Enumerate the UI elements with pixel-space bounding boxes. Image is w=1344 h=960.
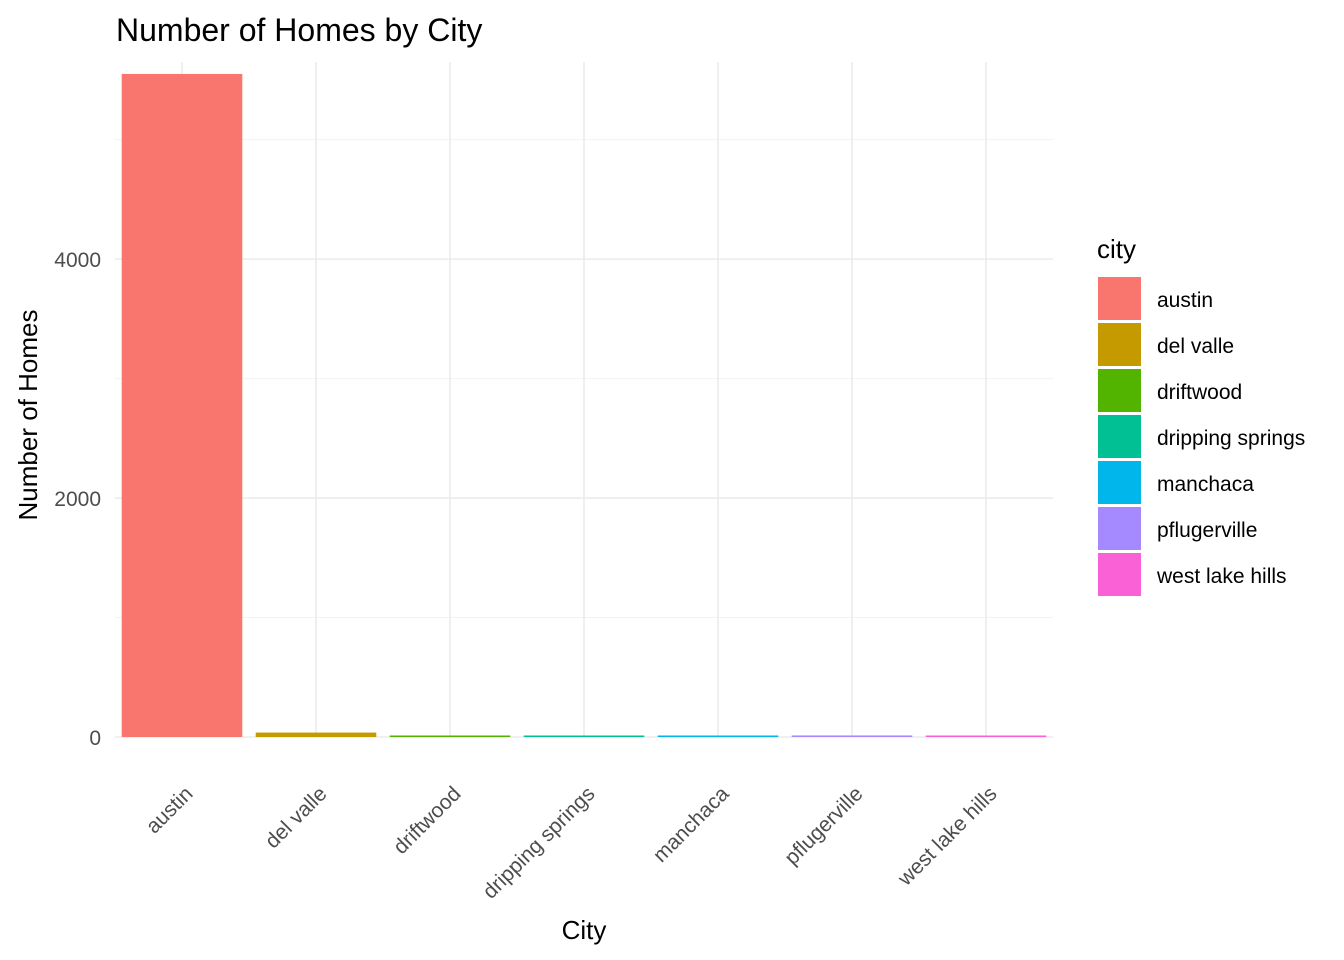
legend-swatch: [1098, 553, 1141, 596]
x-tick-label: austin: [142, 782, 198, 838]
legend-label: manchaca: [1157, 473, 1254, 496]
legend-swatch: [1098, 369, 1141, 412]
x-tick-label: driftwood: [389, 782, 466, 859]
legend-swatch: [1098, 507, 1141, 550]
bar-west-lake-hills: [925, 735, 1047, 737]
chart-title: Number of Homes by City: [116, 12, 482, 48]
legend-title: city: [1097, 234, 1136, 264]
legend-label: dripping springs: [1157, 427, 1305, 450]
x-tick-label: dripping springs: [478, 782, 599, 903]
bar-dripping-springs: [523, 735, 645, 737]
legend-swatch: [1098, 323, 1141, 366]
x-tick-label: west lake hills: [893, 782, 1002, 891]
legend-label: del valle: [1157, 335, 1234, 358]
bar-austin: [121, 73, 243, 737]
grid-lines: [115, 62, 1053, 738]
x-axis-ticks: austin del valle driftwood dripping springs…: [142, 782, 1002, 903]
bar-del-valle: [255, 732, 377, 737]
legend-label: pflugerville: [1157, 519, 1257, 542]
legend-label: west lake hills: [1156, 565, 1287, 588]
x-tick-label: manchaca: [649, 782, 734, 867]
legend-swatch: [1098, 461, 1141, 504]
legend-label: driftwood: [1157, 381, 1242, 404]
bars: [121, 73, 1047, 737]
y-axis-ticks: 0 2000 4000: [54, 249, 101, 750]
x-tick-label: del valle: [261, 782, 332, 853]
bar-manchaca: [657, 735, 779, 737]
y-tick-label: 0: [89, 727, 101, 750]
bar-pflugerville: [791, 735, 913, 737]
y-tick-label: 4000: [54, 249, 101, 272]
legend: city austin del valle driftwood dripping sp…: [1097, 234, 1305, 596]
x-tick-label: pflugerville: [780, 782, 867, 869]
legend-items: austin del valle driftwood dripping springs…: [1098, 277, 1305, 596]
y-axis-title: Number of Homes: [13, 310, 43, 521]
bar-driftwood: [389, 735, 511, 737]
legend-label: austin: [1157, 289, 1213, 312]
legend-swatch: [1098, 277, 1141, 320]
legend-swatch: [1098, 415, 1141, 458]
x-axis-title: City: [562, 915, 607, 945]
y-tick-label: 2000: [54, 488, 101, 511]
